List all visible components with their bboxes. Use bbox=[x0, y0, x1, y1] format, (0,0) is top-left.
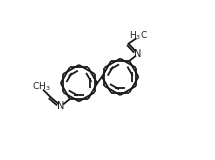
Text: N: N bbox=[134, 49, 142, 59]
Text: N: N bbox=[57, 101, 65, 111]
Text: CH$_3$: CH$_3$ bbox=[32, 80, 51, 92]
Text: H$_3$C: H$_3$C bbox=[129, 29, 148, 42]
